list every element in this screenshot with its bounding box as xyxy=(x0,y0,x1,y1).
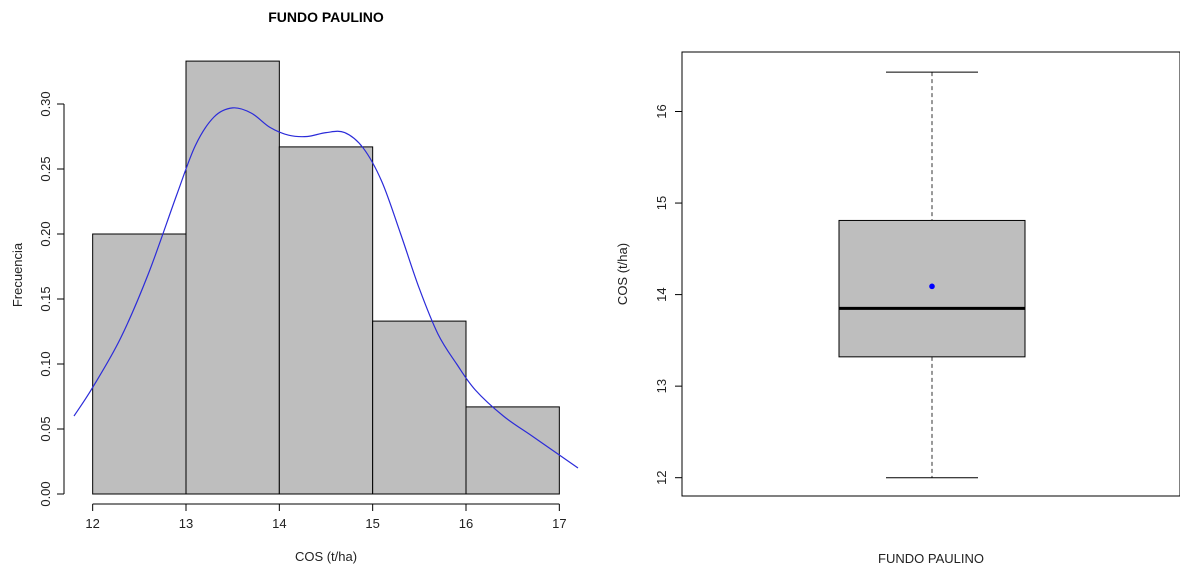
boxplot-y-axis: 12 13 14 15 16 xyxy=(654,104,683,485)
histogram-y-tick-label: 0.30 xyxy=(38,91,53,116)
histogram-x-axis-title: COS (t/ha) xyxy=(295,549,357,564)
histogram-y-tick-label: 0.10 xyxy=(38,351,53,376)
histogram-bar-3 xyxy=(278,146,374,495)
boxplot-y-tick-label: 16 xyxy=(654,104,669,118)
boxplot-elements xyxy=(838,71,1026,479)
histogram-bar-2 xyxy=(185,60,280,495)
histogram-y-axis-title: Frecuencia xyxy=(10,242,25,307)
histogram-x-tick-label: 14 xyxy=(272,516,286,531)
boxplot-y-tick-label: 13 xyxy=(654,379,669,393)
density-curve-layer xyxy=(73,107,579,469)
histogram-y-tick-label: 0.00 xyxy=(38,481,53,506)
boxplot-y-tick-label: 15 xyxy=(654,196,669,210)
histogram-x-axis: 12 13 14 15 16 17 xyxy=(85,503,567,531)
histogram-y-tick-label: 0.15 xyxy=(38,286,53,311)
histogram-bar-1 xyxy=(92,233,187,495)
boxplot-y-tick-label: 12 xyxy=(654,470,669,484)
histogram-bar-5 xyxy=(465,406,560,495)
histogram-x-tick-label: 16 xyxy=(459,516,473,531)
histogram-y-axis: 0.00 0.05 0.10 0.15 0.20 0.25 0.30 xyxy=(38,91,65,507)
histogram-y-tick-label: 0.25 xyxy=(38,156,53,181)
histogram-x-tick-label: 15 xyxy=(365,516,379,531)
histogram-title: FUNDO PAULINO xyxy=(268,9,384,25)
histogram-bars xyxy=(92,60,560,495)
boxplot-y-axis-title: COS (t/ha) xyxy=(615,243,630,305)
boxplot-mean-point xyxy=(929,283,935,290)
histogram-x-tick-label: 17 xyxy=(552,516,566,531)
histogram-panel: FUNDO PAULINO 0.000.050.100.150.200.250.… xyxy=(10,9,579,564)
histogram-x-tick-label: 13 xyxy=(179,516,193,531)
histogram-y-tick-label: 0.05 xyxy=(38,416,53,441)
histogram-bar-4 xyxy=(372,320,467,495)
density-curve xyxy=(73,107,579,469)
boxplot-panel: 12 13 14 15 16 FUNDO PAULINO COS (t/ha) xyxy=(615,51,1180,566)
boxplot-x-axis-title: FUNDO PAULINO xyxy=(878,551,984,566)
histogram-y-tick-label: 0.20 xyxy=(38,221,53,246)
boxplot-y-tick-label: 14 xyxy=(654,287,669,301)
histogram-x-tick-label: 12 xyxy=(85,516,99,531)
